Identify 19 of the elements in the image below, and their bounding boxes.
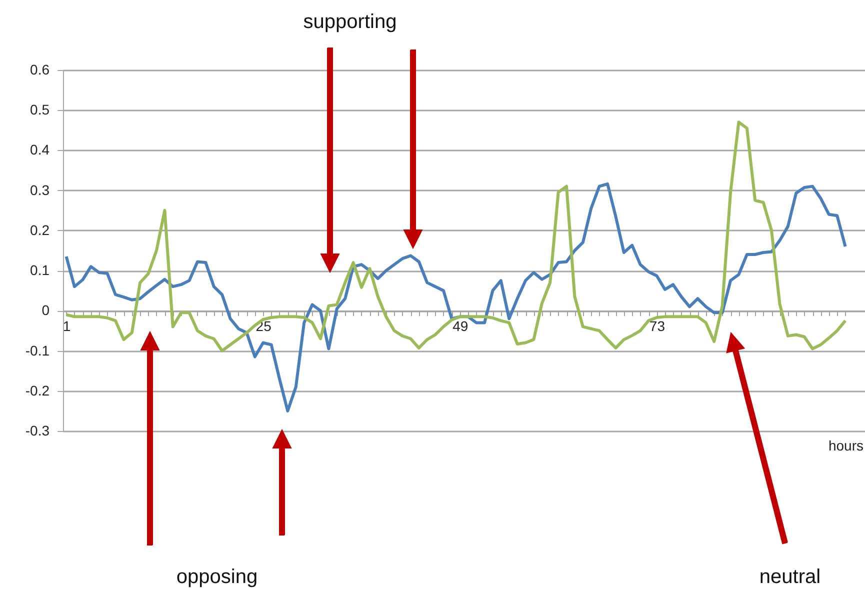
text: neutral bbox=[759, 566, 821, 588]
x-tick-label: 1 bbox=[62, 318, 71, 334]
y-tick-label: 0.1 bbox=[30, 262, 50, 278]
x-tick-label: 49 bbox=[452, 318, 468, 334]
y-tick-label: 0.2 bbox=[30, 222, 50, 238]
y-tick-label: 0.5 bbox=[30, 102, 50, 118]
line-series bbox=[64, 120, 847, 352]
text: opposing bbox=[176, 566, 258, 588]
y-tick-label: 0.3 bbox=[30, 182, 50, 198]
text: supporting bbox=[303, 11, 397, 33]
x-tick-label: 73 bbox=[649, 318, 666, 334]
line-series bbox=[64, 182, 847, 412]
y-tick-label: 0.4 bbox=[30, 142, 50, 158]
y-tick-label: -0.2 bbox=[25, 382, 50, 398]
x-axis-title: hours bbox=[828, 438, 864, 454]
y-tick-label: 0.6 bbox=[30, 62, 50, 78]
y-tick-label: -0.1 bbox=[25, 342, 50, 358]
y-tick-label: -0.3 bbox=[25, 422, 50, 438]
y-tick-label: 0 bbox=[42, 302, 50, 318]
